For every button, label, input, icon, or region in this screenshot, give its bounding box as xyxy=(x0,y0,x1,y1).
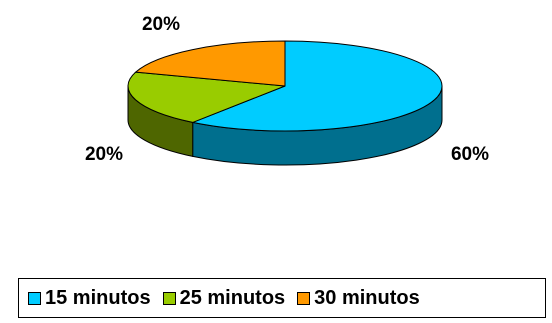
legend-swatch-2 xyxy=(297,291,311,305)
legend-label-0: 15 minutos xyxy=(45,286,151,309)
data-label-1: 20% xyxy=(85,144,123,165)
pie-slice-2 xyxy=(134,40,286,87)
legend-swatch-1 xyxy=(162,291,176,305)
data-label-2: 20% xyxy=(142,14,180,35)
legend: 15 minutos 25 minutos 30 minutos xyxy=(18,278,546,318)
data-label-0: 60% xyxy=(451,144,489,165)
pie-slice-0 xyxy=(190,40,443,132)
legend-item-0: 15 minutos xyxy=(28,287,151,310)
legend-swatch-0 xyxy=(28,291,41,305)
legend-label-1: 25 minutos xyxy=(179,286,286,309)
legend-item-1: 25 minutos xyxy=(162,286,286,310)
legend-label-2: 30 minutos xyxy=(314,286,420,309)
legend-item-2: 30 minutos xyxy=(297,287,420,310)
pie-slice-1 xyxy=(127,71,286,123)
